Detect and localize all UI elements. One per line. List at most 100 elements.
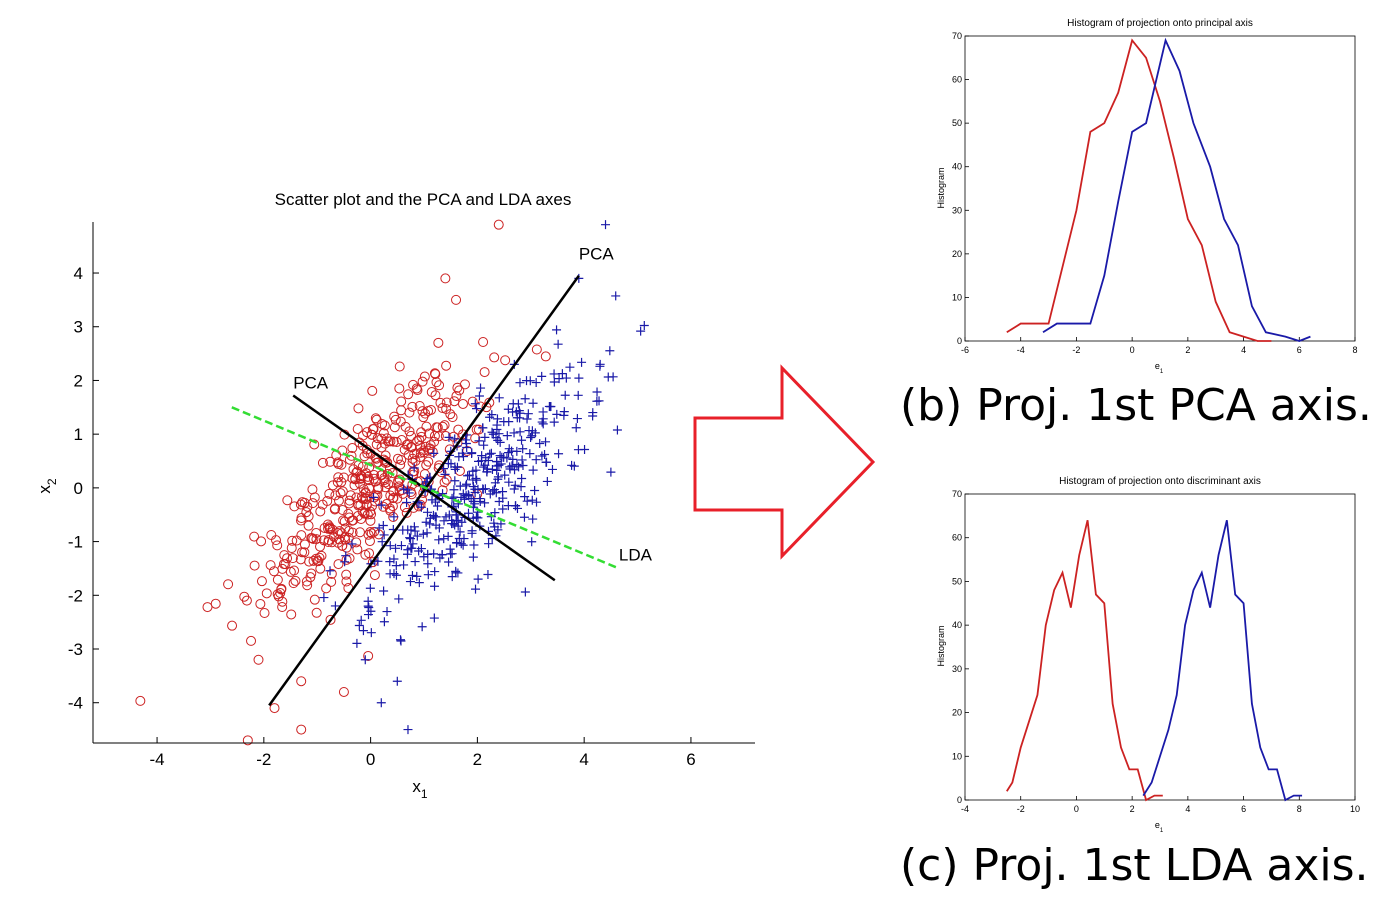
scatter-point-plus	[517, 473, 527, 483]
scatter-point-plus	[389, 512, 399, 522]
scatter-point-plus	[487, 410, 497, 420]
scatter-xtick-label: 0	[366, 750, 375, 769]
scatter-point-plus	[366, 628, 376, 638]
scatter-point-plus	[483, 570, 493, 580]
right-arrow-icon	[693, 364, 876, 560]
scatter-point-plus	[498, 504, 508, 514]
scatter-point-plus	[340, 557, 350, 567]
scatter-lines: PCA PCA LDA	[231, 245, 653, 707]
scatter-point-plus	[376, 698, 386, 708]
lda-hist-lines	[1006, 520, 1303, 802]
scatter-point-circle	[347, 443, 358, 454]
scatter-point-circle	[355, 500, 366, 511]
scatter-point-plus	[409, 463, 419, 473]
lda-hist-xlabel-sub: 1	[1160, 828, 1164, 834]
pca-hist-ytick-label: 30	[952, 205, 962, 215]
scatter-point-plus	[549, 377, 559, 387]
scatter-point-plus	[368, 492, 378, 502]
scatter-point-circle	[411, 383, 422, 394]
scatter-point-circle	[366, 509, 377, 520]
scatter-point-plus	[498, 487, 508, 497]
scatter-point-circle	[296, 530, 307, 541]
scatter-point-plus	[520, 587, 530, 597]
scatter-ylabel: x2	[35, 478, 59, 494]
scatter-point-circle	[266, 529, 277, 540]
scatter-point-plus	[469, 540, 479, 550]
scatter-point-circle	[210, 598, 221, 609]
scatter-point-plus	[511, 501, 521, 511]
scatter-point-plus	[385, 569, 395, 579]
scatter-point-circle	[307, 498, 318, 509]
scatter-point-plus	[422, 528, 432, 538]
scatter-title: Scatter plot and the PCA and LDA axes	[275, 190, 572, 209]
lda-hist-ytick-label: 30	[952, 664, 962, 674]
scatter-point-circle	[489, 352, 500, 363]
scatter-point-plus	[467, 526, 477, 536]
scatter-point-plus	[479, 440, 489, 450]
scatter-point-plus	[518, 460, 528, 470]
scatter-point-plus	[478, 423, 488, 433]
scatter-point-circle	[344, 498, 355, 509]
scatter-point-plus	[532, 497, 542, 507]
scatter-point-plus	[447, 572, 457, 582]
scatter-point-circle	[227, 620, 238, 631]
scatter-point-plus	[439, 534, 449, 544]
scatter-point-circle	[344, 512, 355, 523]
scatter-point-circle	[269, 566, 280, 577]
scatter-point-plus	[606, 467, 616, 477]
scatter-point-plus	[492, 424, 502, 434]
pca-hist-ytick-label: 60	[952, 75, 962, 85]
scatter-point-plus	[443, 458, 453, 468]
lda-hist-ylabel: Histogram	[936, 625, 946, 666]
scatter-point-plus	[450, 476, 460, 486]
scatter-point-plus	[527, 537, 537, 547]
scatter-point-plus	[461, 438, 471, 448]
scatter-point-plus	[382, 607, 392, 617]
scatter-point-circle	[431, 422, 442, 433]
scatter-point-circle	[323, 536, 334, 547]
scatter-point-circle	[458, 429, 469, 440]
scatter-point-plus	[441, 512, 451, 522]
scatter-point-plus	[417, 622, 427, 632]
scatter-xlabel: x1	[412, 777, 428, 801]
scatter-point-circle	[391, 437, 402, 448]
scatter-point-circle	[355, 473, 366, 484]
scatter-point-circle	[341, 542, 352, 553]
caption-c: (c) Proj. 1st LDA axis.	[900, 840, 1369, 891]
scatter-point-circle	[326, 576, 337, 587]
scatter-point-circle	[275, 588, 286, 599]
scatter-point-plus	[430, 497, 440, 507]
scatter-point-plus	[423, 570, 433, 580]
scatter-point-circle	[431, 377, 442, 388]
scatter-point-circle	[363, 650, 374, 661]
scatter-point-plus	[471, 584, 481, 594]
scatter-point-plus	[504, 477, 514, 487]
pca-hist-xtick-label: -4	[1017, 345, 1025, 355]
scatter-point-circle	[467, 396, 478, 407]
lda-hist-xtick-label: 0	[1074, 804, 1079, 814]
scatter-point-circle	[372, 490, 383, 501]
lda-hist-ytick-label: 50	[952, 576, 962, 586]
scatter-point-circle	[441, 474, 452, 485]
scatter-point-circle	[321, 583, 332, 594]
scatter-point-plus	[577, 357, 587, 367]
scatter-point-circle	[322, 496, 333, 507]
scatter-point-circle	[414, 434, 425, 445]
scatter-point-plus	[478, 484, 488, 494]
lda-hist-title: Histogram of projection onto discriminan…	[1059, 476, 1261, 487]
pca-hist-ytick-label: 70	[952, 31, 962, 41]
scatter-point-plus	[520, 394, 530, 404]
scatter-point-circle	[357, 461, 368, 472]
scatter-point-plus	[430, 567, 440, 577]
scatter-point-circle	[396, 455, 407, 466]
scatter-point-plus	[448, 519, 458, 529]
scatter-point-plus	[519, 512, 529, 522]
scatter-point-circle	[367, 385, 378, 396]
scatter-point-circle	[360, 488, 371, 499]
scatter-point-plus	[464, 470, 474, 480]
scatter-point-circle	[493, 219, 504, 230]
scatter-point-plus	[571, 423, 581, 433]
scatter-point-circle	[368, 473, 379, 484]
scatter-point-circle	[272, 540, 283, 551]
